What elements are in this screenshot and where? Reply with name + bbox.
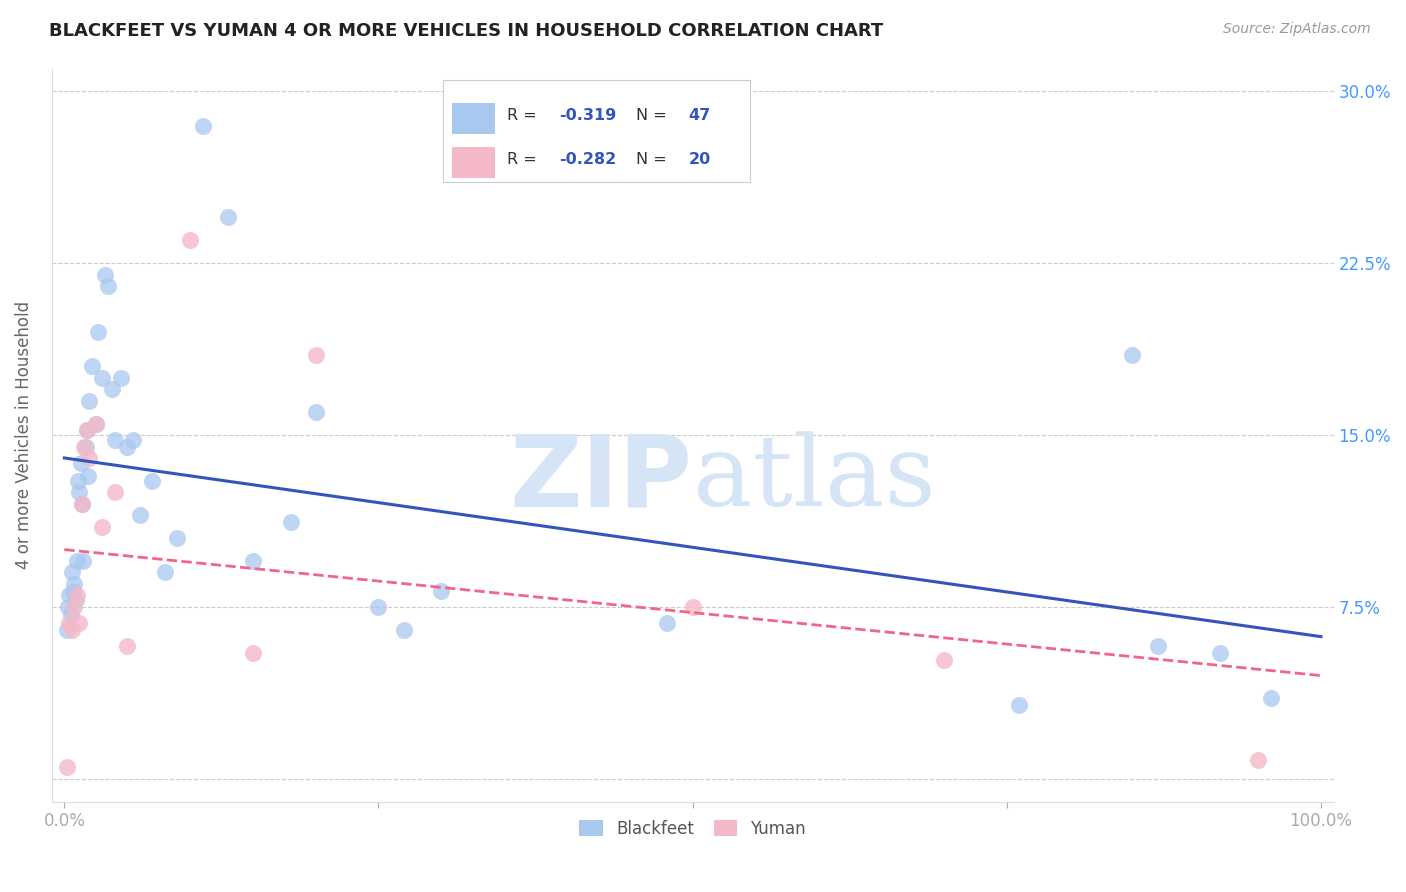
Point [72, 554, 94, 568]
Point [1121, 348, 1143, 362]
Point [217, 211, 239, 225]
Point [59, 607, 82, 621]
Point [304, 405, 326, 419]
Point [1209, 646, 1232, 660]
Point [79, 450, 101, 465]
Point [932, 652, 955, 666]
Point [115, 639, 138, 653]
Point [141, 474, 163, 488]
Point [91, 371, 114, 385]
Point [304, 348, 326, 362]
Point [191, 119, 214, 133]
Point [56, 623, 79, 637]
Text: atlas: atlas [693, 431, 935, 527]
Point [80, 359, 103, 374]
Point [70, 497, 93, 511]
Point [70, 497, 93, 511]
Point [430, 583, 453, 598]
Point [73, 440, 96, 454]
Point [66, 588, 89, 602]
Point [392, 623, 415, 637]
Point [1146, 639, 1168, 653]
Point [153, 566, 176, 580]
Point [60, 623, 83, 637]
Point [110, 371, 132, 385]
Point [1260, 691, 1282, 706]
Point [63, 577, 86, 591]
Point [58, 588, 80, 602]
Point [93, 268, 115, 282]
Point [84, 417, 107, 431]
Text: BLACKFEET VS YUMAN 4 OR MORE VEHICLES IN HOUSEHOLD CORRELATION CHART: BLACKFEET VS YUMAN 4 OR MORE VEHICLES IN… [49, 22, 883, 40]
Point [65, 593, 87, 607]
Text: Source: ZipAtlas.com: Source: ZipAtlas.com [1223, 22, 1371, 37]
Point [58, 615, 80, 630]
Point [84, 417, 107, 431]
Point [97, 279, 120, 293]
Point [242, 554, 264, 568]
Point [1247, 753, 1270, 767]
Point [77, 469, 100, 483]
Y-axis label: 4 or more Vehicles in Household: 4 or more Vehicles in Household [15, 301, 32, 569]
Point [56, 599, 79, 614]
Point [67, 615, 90, 630]
Point [63, 599, 86, 614]
Point [79, 393, 101, 408]
Point [56, 760, 79, 774]
Point [367, 599, 389, 614]
Point [87, 325, 110, 339]
Point [67, 474, 90, 488]
Point [115, 440, 138, 454]
Point [75, 440, 97, 454]
Point [76, 424, 98, 438]
Point [682, 599, 704, 614]
Point [66, 554, 89, 568]
Point [128, 508, 150, 523]
Point [280, 515, 302, 529]
Legend: Blackfeet, Yuman: Blackfeet, Yuman [572, 814, 813, 845]
Point [67, 485, 90, 500]
Point [101, 382, 124, 396]
Point [166, 531, 188, 545]
Point [62, 583, 84, 598]
Point [179, 233, 201, 247]
Point [60, 566, 83, 580]
Point [122, 433, 145, 447]
Point [242, 646, 264, 660]
Text: ZIP: ZIP [510, 431, 693, 527]
Point [103, 433, 125, 447]
Point [69, 456, 91, 470]
Point [103, 485, 125, 500]
Point [76, 424, 98, 438]
Point [1008, 698, 1031, 713]
Point [657, 615, 679, 630]
Point [91, 519, 114, 533]
